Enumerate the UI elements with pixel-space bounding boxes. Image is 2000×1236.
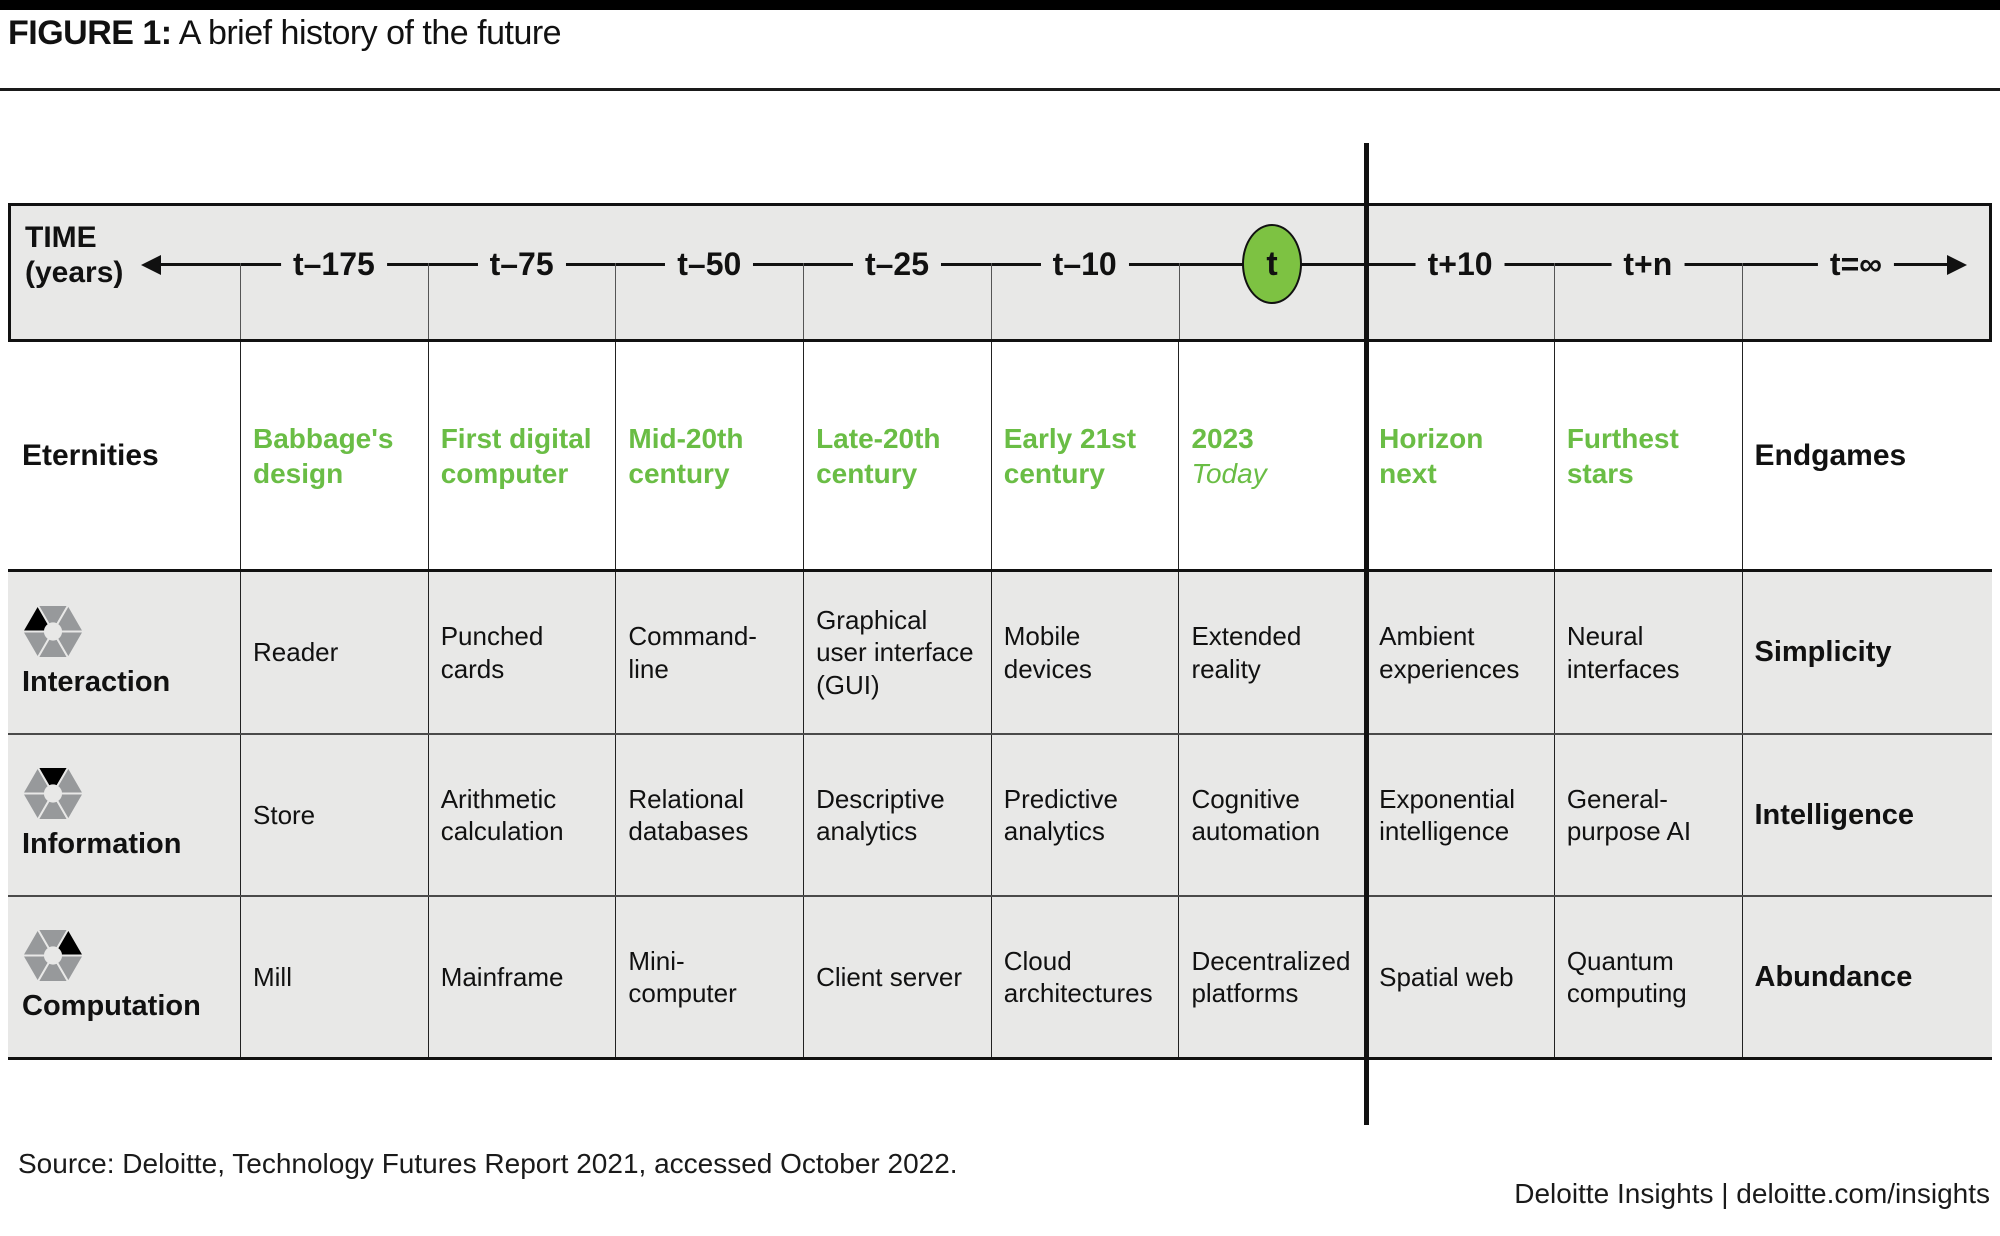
today-vertical-line [1364,143,1369,1125]
source-note: Source: Deloitte, Technology Futures Rep… [18,1148,958,1179]
table-cell: General-purpose AI [1553,735,1742,895]
interaction-row-label: Interaction [22,665,171,698]
tick-t-plus-n: t+n [1611,246,1685,283]
tick-t-plus-10: t+10 [1415,246,1505,283]
today-year: 2023 [1191,422,1254,454]
endgame-intelligence: Intelligence [1741,735,1993,895]
table-cell: Punched cards [427,572,616,733]
time-axis-box: TIME (years) t–175 t–75 t–50 t–25 t–10 t… [8,203,1992,342]
table-cell: Extended reality [1178,572,1366,733]
top-black-bar [0,0,2000,10]
table-cell: Quantum computing [1553,897,1742,1057]
col-header-babbages-design: Babbage's design [240,342,428,569]
axis-divider [803,263,805,339]
table-cell: Client server [803,897,991,1057]
endgame-abundance: Abundance [1741,897,1993,1057]
table-cell: Cloud architectures [990,897,1179,1057]
col-header-furthest-stars: Furthest stars [1553,342,1742,569]
table-cell: Store [240,735,428,895]
tick-t-infinity: t=∞ [1817,246,1895,283]
eternities-label: Eternities [22,438,159,472]
computation-hex-icon [22,929,84,983]
table-cell: Graphical user interface (GUI) [803,572,991,733]
table-cell: Mini-computer [615,897,803,1057]
information-row-header: Information [8,735,240,895]
axis-divider [990,263,992,339]
table-cell: Decentralized platforms [1178,897,1366,1057]
figure-title-text: A brief history of the future [178,14,562,52]
deloitte-insights-credit: Deloitte Insights | deloitte.com/insight… [1514,1178,1990,1209]
information-row-label: Information [22,828,182,861]
table-cell: Reader [240,572,428,733]
table-cell: Cognitive automation [1178,735,1366,895]
tick-t-50: t–50 [665,246,754,283]
table-cell: Command-line [615,572,803,733]
col-header-2023-today: 2023 Today [1178,342,1366,569]
interaction-hex-icon [22,604,84,658]
eternities-header-row: Eternities Babbage's design First digita… [8,342,1992,569]
time-label-line2: (years) [25,256,124,290]
axis-divider [240,263,241,339]
interaction-row-header: Interaction [8,572,240,733]
table-cell: Relational databases [615,735,803,895]
tick-t-10: t–10 [1040,246,1129,283]
today-marker-circle: t [1242,224,1302,304]
table-cell: Mobile devices [990,572,1179,733]
interaction-row: Interaction Reader Punched cards Command… [8,569,1992,733]
col-header-early-21st-century: Early 21st century [990,342,1179,569]
arrow-left-icon [141,255,161,275]
table-cell: Descriptive analytics [803,735,991,895]
today-word: Today [1191,457,1267,489]
table-cell: Spatial web [1366,897,1554,1057]
history-table: Eternities Babbage's design First digita… [8,342,1992,1060]
information-row: Information Store Arithmetic calculation… [8,733,1992,895]
today-marker-label: t [1266,244,1278,283]
endgame-simplicity: Simplicity [1741,572,1993,733]
table-cell: Exponential intelligence [1366,735,1554,895]
table-cell: Mainframe [427,897,616,1057]
time-label-line1: TIME [25,221,97,254]
col-header-mid-20th-century: Mid-20th century [615,342,803,569]
col-header-first-digital-computer: First digital computer [427,342,616,569]
axis-divider [1553,263,1555,339]
axis-divider [1741,263,1743,339]
col-header-late-20th-century: Late-20th century [803,342,991,569]
information-hex-icon [22,767,84,821]
arrow-right-icon [1947,255,1967,275]
computation-row: Computation Mill Mainframe Mini-computer… [8,895,1992,1060]
figure-title: FIGURE 1: A brief history of the future [8,14,562,53]
time-axis-label: TIME (years) [25,220,123,291]
table-cell: Predictive analytics [990,735,1179,895]
table-cell: Neural interfaces [1553,572,1742,733]
tick-t-75: t–75 [477,246,566,283]
tick-t-25: t–25 [852,246,942,283]
figure-label: FIGURE 1: [8,14,172,52]
tick-t-175: t–175 [280,246,387,283]
col-header-horizon-next: Horizon next [1366,342,1554,569]
axis-divider [615,263,617,339]
table-cell: Ambient experiences [1366,572,1554,733]
axis-divider [1178,263,1180,339]
computation-row-label: Computation [22,990,201,1023]
table-cell: Arithmetic calculation [427,735,616,895]
axis-divider [427,263,429,339]
computation-row-header: Computation [8,897,240,1057]
table-cell: Mill [240,897,428,1057]
endgames-header: Endgames [1741,342,1993,569]
title-divider [0,88,2000,91]
